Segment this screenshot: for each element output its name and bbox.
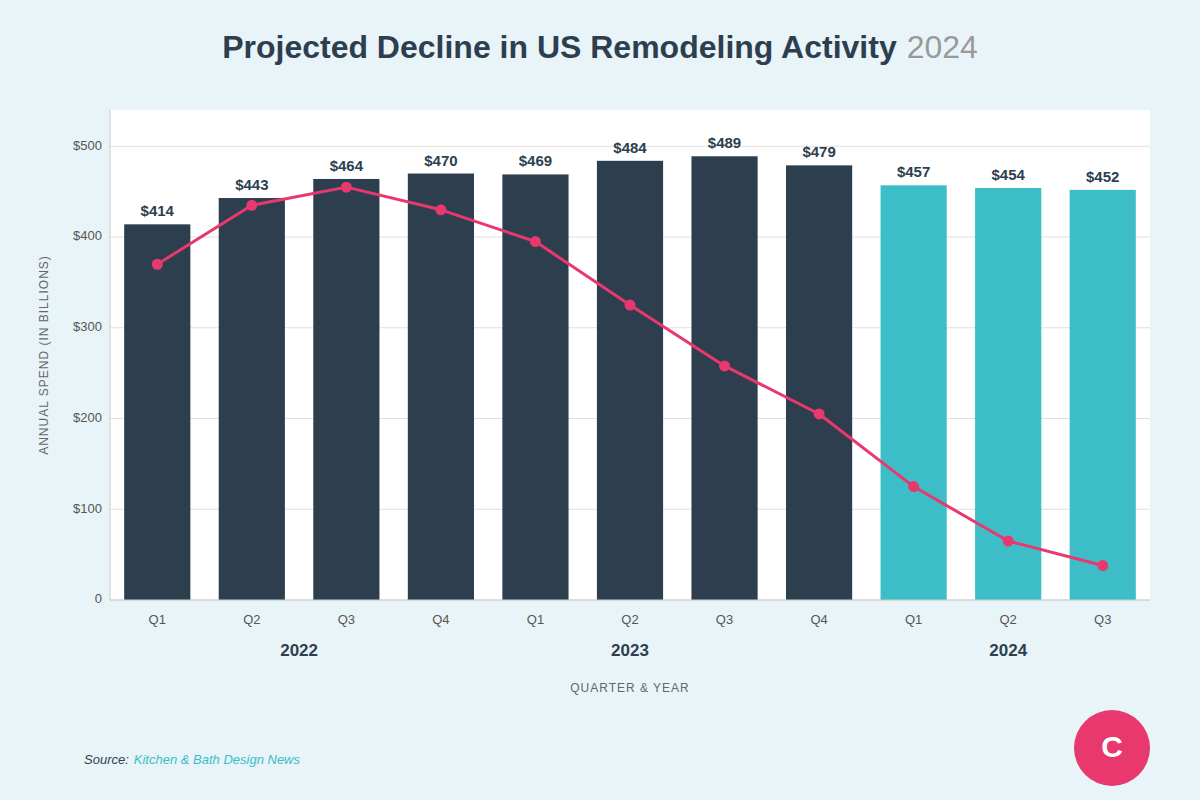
x-tick-label: Q1 <box>527 612 544 627</box>
x-axis-line <box>110 600 1150 601</box>
y-tick-label: $500 <box>73 138 102 153</box>
line-marker <box>1003 536 1014 547</box>
bar-label: $489 <box>708 134 741 151</box>
line-marker <box>625 300 636 311</box>
bar <box>597 161 663 600</box>
bar <box>975 188 1041 600</box>
year-label: 2023 <box>611 641 649 660</box>
line-marker <box>435 204 446 215</box>
bar-label: $484 <box>613 139 647 156</box>
bar-label: $464 <box>330 157 364 174</box>
plot-background <box>110 110 1150 600</box>
line-marker <box>1097 560 1108 571</box>
line-marker <box>530 236 541 247</box>
x-tick-label: Q3 <box>1094 612 1111 627</box>
bar-label: $454 <box>991 166 1025 183</box>
bar <box>124 224 190 600</box>
x-axis-label: QUARTER & YEAR <box>570 681 690 695</box>
bar <box>219 198 285 600</box>
data-labels: $414 $443 $464 $470 $469 $484 $489 $479 $457 $454… <box>141 134 1120 219</box>
subtitle: 2024 <box>907 29 978 65</box>
bar <box>408 174 474 600</box>
line-marker <box>341 182 352 193</box>
x-tick-label: Q3 <box>338 612 355 627</box>
line-marker <box>246 200 257 211</box>
y-tick-label: $200 <box>73 410 102 425</box>
line-marker <box>908 481 919 492</box>
background <box>0 0 1200 800</box>
line <box>157 187 1102 565</box>
source-group: Source: Kitchen & Bath Design News <box>84 752 301 767</box>
title-group: Projected Decline in US Remodeling Activ… <box>222 29 978 65</box>
marks <box>124 156 1136 600</box>
line-marker <box>814 408 825 419</box>
bar-label: $470 <box>424 152 457 169</box>
y-tick-label: $400 <box>73 228 102 243</box>
bar-label: $457 <box>897 163 930 180</box>
x-tick-label: Q4 <box>432 612 449 627</box>
bar-label: $414 <box>141 202 175 219</box>
bar-label: $452 <box>1086 168 1119 185</box>
line-marker <box>719 360 730 371</box>
x-tick-label: Q3 <box>716 612 733 627</box>
bar <box>1070 190 1136 600</box>
bar <box>881 185 947 600</box>
logo <box>1074 710 1150 786</box>
bar <box>786 165 852 600</box>
year-label: 2022 <box>280 641 318 660</box>
x-tick-label: Q2 <box>1000 612 1017 627</box>
y-tick-label: $100 <box>73 501 102 516</box>
bar <box>502 174 568 600</box>
year-label: 2024 <box>989 641 1027 660</box>
x-tick-label: Q1 <box>149 612 166 627</box>
bar-label: $479 <box>802 143 835 160</box>
bar <box>313 179 379 600</box>
y-tick-label: $300 <box>73 319 102 334</box>
y-axis-line <box>110 110 111 600</box>
bar-label: $469 <box>519 152 552 169</box>
source: Source: <box>84 752 129 767</box>
x-tick-label: Q1 <box>905 612 922 627</box>
bar-label: $443 <box>235 176 268 193</box>
x-tick-label: Q4 <box>810 612 827 627</box>
y-tick-label: 0 <box>95 591 102 606</box>
title: Projected Decline in US Remodeling Activ… <box>222 29 897 65</box>
logo-text: C <box>1101 730 1123 763</box>
x-tick-label: Q2 <box>621 612 638 627</box>
chart: 0 $100 $200 $300 $400 $500 $414 $443 $464 $470 $46… <box>0 0 1200 800</box>
x-tick-label: Q2 <box>243 612 260 627</box>
line-marker <box>152 259 163 270</box>
y-axis-label: ANNUAL SPEND (IN BILLIONS) <box>37 255 51 455</box>
grid-line <box>110 600 1150 601</box>
source-link: Kitchen & Bath Design News <box>134 752 301 767</box>
